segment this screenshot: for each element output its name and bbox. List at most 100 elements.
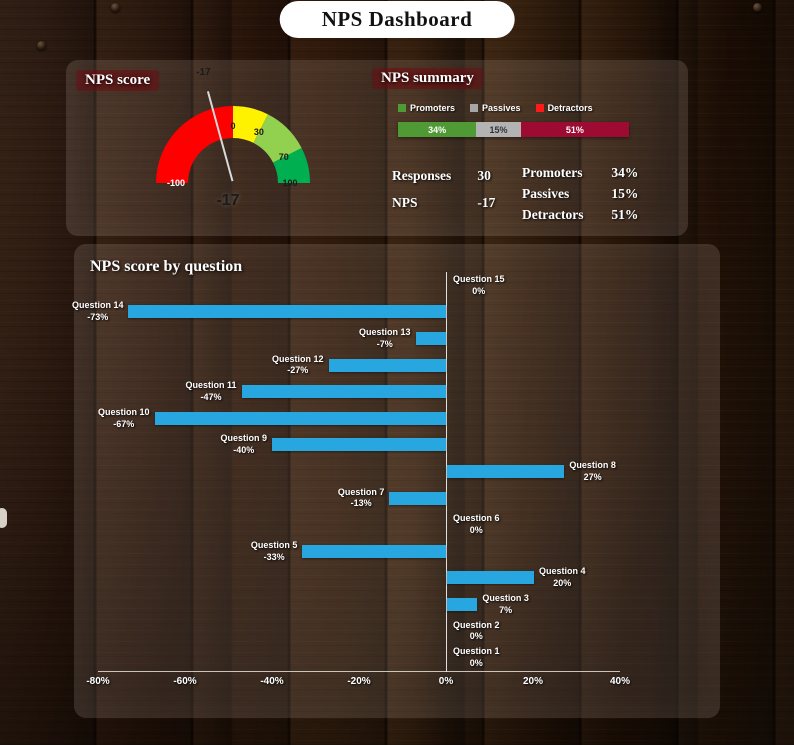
passives-row: Passives 15%: [522, 186, 638, 202]
bar-question-5: [302, 544, 446, 558]
nps-score-heading: NPS score: [76, 70, 160, 91]
nps-by-question-chart: Question 15 0% Question 14 -73% Question 13-…: [72, 272, 690, 704]
detractors-label: Detractors: [522, 207, 584, 222]
gauge-tick-label: 30: [254, 127, 264, 137]
bar-label-question-5: Question 5 -33%: [251, 538, 298, 565]
bar-category-label: Question 11: [185, 380, 237, 391]
passives-swatch-icon: [470, 104, 479, 112]
x-axis-tick-label: 0%: [438, 676, 454, 687]
bar-chart-panel: NPS score by question Question 15 0% Quest…: [72, 244, 720, 718]
bar-value-label: -67%: [113, 418, 135, 429]
bar-question-13: [415, 332, 446, 345]
passives-value: 15%: [611, 186, 639, 201]
nps-summary-section: NPS summary Promoters Passives Detractor…: [372, 68, 682, 230]
bar-category-label: Question 5: [250, 539, 298, 550]
bar-question-8: [447, 465, 565, 478]
nail-icon: [753, 3, 762, 12]
x-axis-line: [98, 671, 620, 672]
bar-category-label: Question 12: [271, 353, 324, 364]
gauge-value: -17: [216, 192, 240, 209]
bar-question-10: [154, 411, 446, 425]
bar-label-question-8: Question 8 27%: [569, 458, 616, 485]
bar-value-label: 0%: [469, 657, 483, 668]
bar-label-question-7: Question 7 -13%: [338, 485, 385, 512]
bar-value-label: -7%: [376, 338, 393, 349]
promoters-row: Promoters 34%: [522, 165, 638, 181]
bar-label-question-1: Question 1 0%: [453, 644, 500, 671]
bar-category-label: Question 8: [569, 460, 616, 470]
bar-category-label: Question 6: [453, 513, 500, 524]
bar-value-label: -27%: [287, 365, 309, 376]
detractors-value: 51%: [611, 207, 639, 222]
legend-label: Passives: [482, 103, 521, 113]
bar-question-14: [128, 305, 446, 319]
bar-value-label: 27%: [583, 471, 602, 482]
bar-label-question-10: Question 10 -67%: [98, 405, 150, 432]
bar-question-9: [272, 438, 446, 452]
legend-label: Detractors: [547, 103, 593, 113]
bar-value-label: 20%: [553, 578, 572, 589]
legend-label: Promoters: [410, 103, 456, 113]
nps-value: -17: [477, 195, 496, 210]
bar-label-question-9: Question 9 -40%: [220, 432, 267, 459]
summary-legend: Promoters Passives Detractors: [398, 103, 593, 113]
gauge-segment: [273, 148, 310, 183]
bar-category-label: Question 13: [358, 327, 411, 337]
nail-icon: [111, 3, 120, 12]
responses-value: 30: [477, 168, 491, 183]
gauge-tick-label: 100: [282, 178, 297, 188]
passives-label: Passives: [522, 186, 570, 201]
bar-label-question-11: Question 11 -47%: [185, 378, 236, 405]
x-axis-tick-label: -80%: [86, 676, 110, 687]
bar-value-label: -47%: [200, 391, 222, 402]
bar-value-label: 0%: [472, 285, 486, 296]
x-axis-tick-label: 40%: [609, 676, 631, 687]
bar-label-question-3: Question 3 7%: [482, 591, 529, 618]
nps-summary-heading: NPS summary: [372, 68, 483, 89]
bar-category-label: Question 2: [453, 619, 500, 630]
bar-question-3: [447, 598, 478, 611]
legend-item-detractors: Detractors: [535, 103, 593, 113]
bar-category-label: Question 10: [97, 406, 150, 417]
bar-category-label: Question 15: [453, 273, 505, 284]
promoters-segment: 34%: [398, 122, 477, 137]
bar-category-label: Question 1: [453, 646, 500, 657]
gauge-needle-label: -17: [196, 67, 211, 78]
gauge-needle: [206, 91, 234, 182]
gauge-segment: [156, 106, 233, 183]
nps-gauge-chart: -100 0 30 70 100 -17: [156, 67, 310, 188]
bar-label-question-15: Question 15 0%: [453, 272, 505, 299]
nps-row: NPS -17: [392, 195, 495, 211]
bar-question-11: [241, 385, 446, 399]
nps-stacked-bar-chart: 34% 15% 51%: [398, 122, 630, 137]
promoters-value: 34%: [611, 165, 639, 180]
bar-label-question-12: Question 12 -27%: [272, 352, 324, 379]
bar-value-label: -73%: [87, 312, 109, 323]
bar-question-7: [389, 491, 446, 505]
bar-category-label: Question 9: [220, 433, 267, 444]
bar-label-question-13: Question 13 -7%: [359, 325, 411, 352]
bar-label-question-6: Question 6 0%: [453, 511, 500, 538]
page-title: NPS Dashboard: [279, 1, 515, 38]
legend-item-passives: Passives: [470, 103, 521, 113]
gauge-tick-label: 0: [230, 121, 235, 131]
bar-label-question-2: Question 2 0%: [453, 618, 500, 645]
zero-axis-line: [446, 272, 447, 672]
gauge-tick-label: 70: [279, 152, 289, 162]
bar-value-label: 7%: [499, 604, 513, 615]
bar-value-label: -40%: [233, 445, 255, 456]
paint-chip: [0, 508, 7, 528]
top-panel: NPS score -100 0 30 70 100 -17 -17 NPS summar…: [66, 60, 688, 236]
bar-value-label: 0%: [469, 524, 483, 535]
bar-category-label: Question 14: [71, 300, 124, 311]
x-axis-tick-label: -60%: [173, 676, 197, 687]
bar-category-label: Question 3: [482, 593, 529, 603]
bar-label-question-14: Question 14 -73%: [72, 299, 124, 326]
bar-value-label: 0%: [469, 631, 483, 642]
summary-breakdown: Promoters 34% Passives 15% Detractors 51…: [522, 165, 638, 228]
detractors-swatch-icon: [535, 104, 544, 112]
bar-chart-title: NPS score by question: [90, 258, 243, 275]
promoters-swatch-icon: [398, 104, 406, 112]
gauge-segment: [233, 106, 268, 143]
